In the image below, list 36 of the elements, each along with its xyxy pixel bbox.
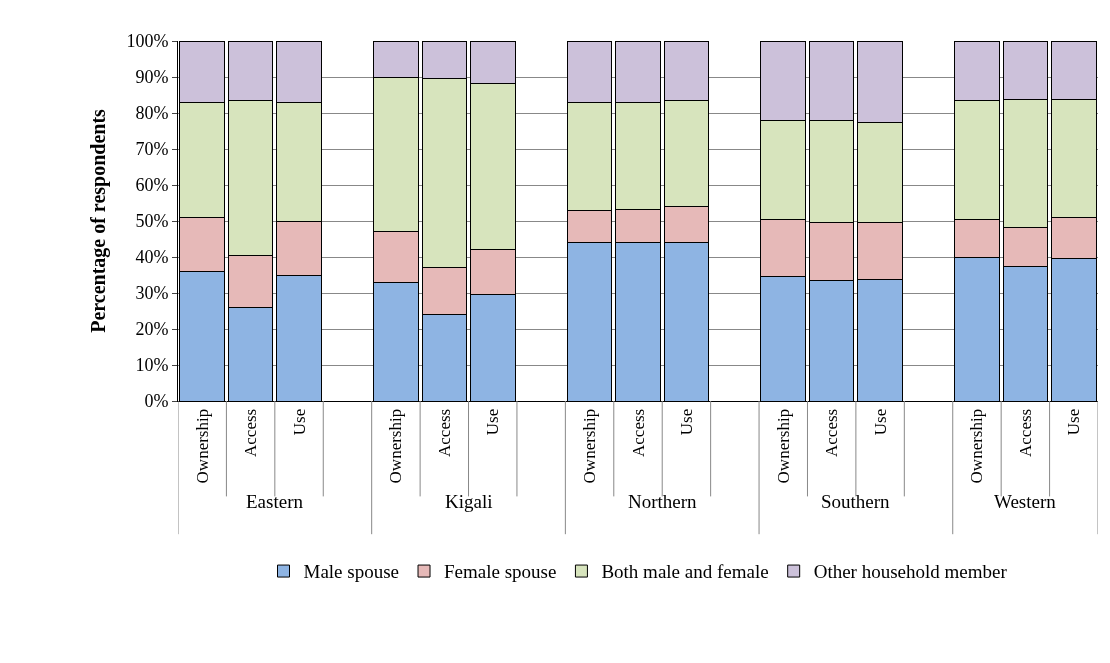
y-tick-label: 70% [135, 139, 169, 160]
y-tick-label: 0% [144, 391, 169, 412]
x-tick-label: Access [434, 408, 454, 457]
x-tick-label: Ownership [773, 408, 793, 484]
y-tick-label: 30% [135, 283, 169, 304]
x-tick-label: Ownership [386, 408, 406, 484]
legend-label: Other household member [813, 561, 1008, 583]
x-tick-label: Ownership [192, 408, 212, 484]
y-tick-label: 80% [135, 103, 169, 124]
x-tick-label: Access [241, 408, 261, 457]
legend-label: Male spouse [303, 561, 400, 583]
text: Northern [628, 491, 698, 512]
y-tick-label: 20% [135, 319, 169, 340]
legend-label: Female spouse [444, 561, 557, 583]
text: Southern [821, 491, 891, 512]
x-tick-label: Use [676, 408, 696, 436]
y-tick-label: 60% [135, 175, 169, 196]
y-tick-label: 50% [135, 211, 169, 232]
x-tick-label: Use [289, 408, 309, 436]
x-tick-label: Access [628, 408, 648, 457]
legend-label: Both male and female [601, 561, 769, 583]
y-axis-title: Percentage of respondents [86, 108, 110, 333]
x-tick-label: Access [1015, 408, 1035, 457]
y-tick-label: 90% [135, 67, 169, 88]
x-tick-label: Use [870, 408, 890, 436]
text: Western [994, 491, 1057, 512]
text: Eastern [246, 491, 304, 512]
x-tick-label: Access [822, 408, 842, 457]
text: Kigali [445, 491, 493, 512]
y-tick-label: 40% [135, 247, 169, 268]
x-tick-label: Ownership [580, 408, 600, 484]
x-tick-label: Use [1064, 408, 1084, 436]
y-tick-label: 10% [135, 355, 169, 376]
y-tick-label: 100% [126, 31, 169, 52]
x-tick-label: Ownership [967, 408, 987, 484]
x-tick-label: Use [483, 408, 503, 436]
